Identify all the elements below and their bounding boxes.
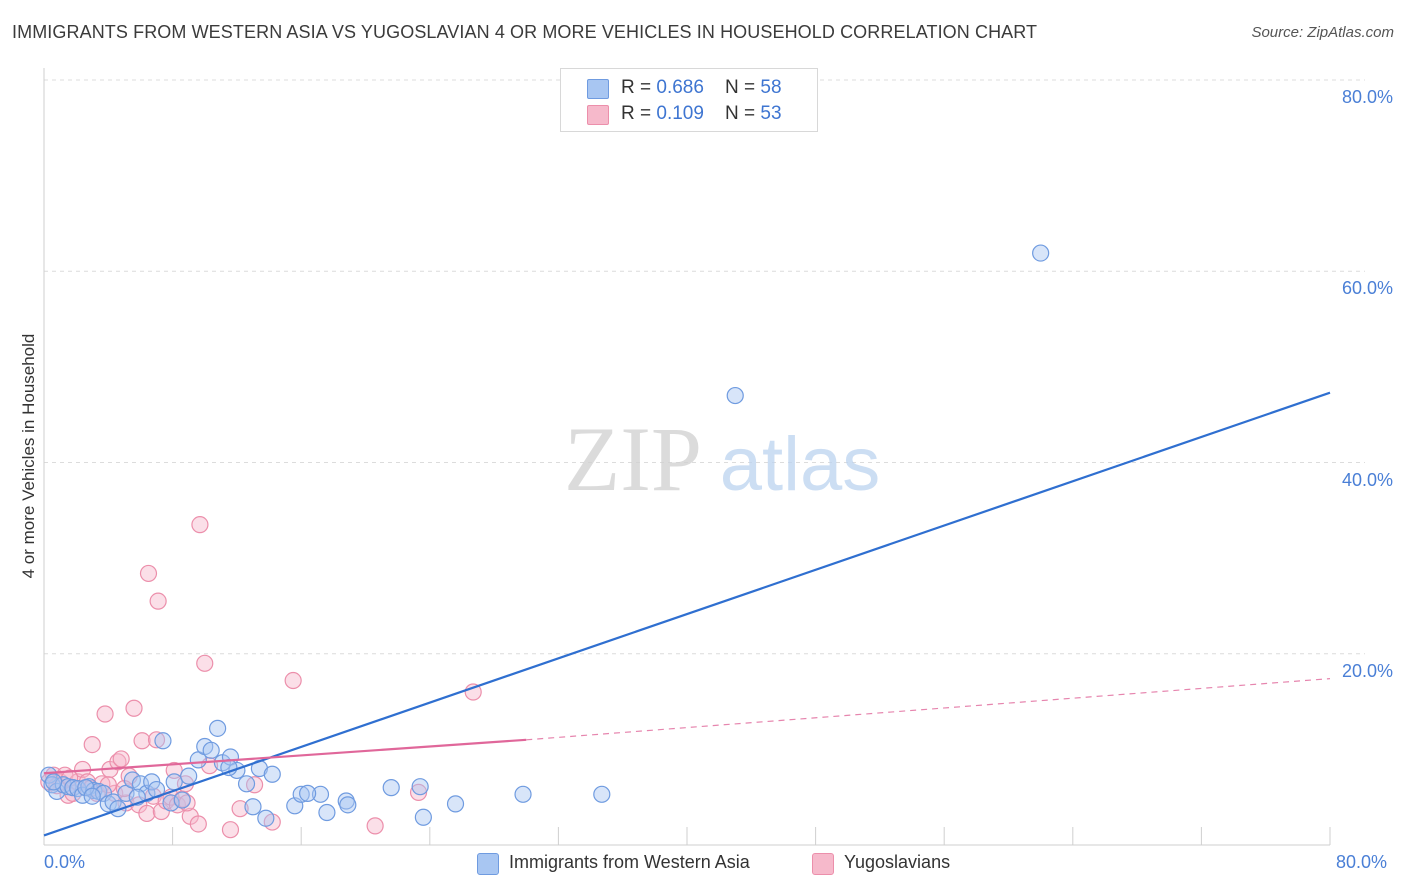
data-point — [382, 779, 400, 797]
data-point — [231, 800, 249, 818]
western-asia-points — [40, 244, 1050, 827]
trend-line-western-asia — [43, 391, 1331, 837]
data-point — [339, 796, 357, 814]
data-point — [77, 779, 95, 797]
blue-swatch — [587, 79, 609, 99]
data-point — [263, 765, 281, 783]
data-point — [149, 592, 167, 610]
watermark-atlas: atlas — [720, 422, 881, 507]
n-label: N = — [725, 77, 761, 98]
data-point — [139, 564, 158, 583]
chart-title: IMMIGRANTS FROM WESTERN ASIA VS YUGOSLAV… — [12, 22, 1038, 42]
data-point — [292, 785, 310, 803]
y-tick-label: 40.0% — [1341, 469, 1393, 490]
data-point — [209, 719, 227, 737]
data-point — [257, 809, 275, 827]
r-label: R = — [621, 77, 657, 98]
data-point — [154, 732, 172, 750]
y-tick-label: 60.0% — [1341, 278, 1393, 299]
data-point — [83, 735, 101, 754]
pink-swatch — [587, 105, 609, 125]
data-point — [318, 803, 336, 822]
y-tick-label: 20.0% — [1341, 660, 1393, 681]
data-point — [112, 750, 130, 768]
data-point — [109, 800, 127, 818]
trend-line-yugoslavians — [43, 738, 527, 775]
x-tick-max: 80.0% — [1336, 852, 1388, 872]
data-point — [133, 732, 151, 750]
data-point — [45, 773, 63, 791]
data-point — [83, 787, 101, 805]
data-point — [593, 785, 611, 803]
data-point — [125, 699, 143, 717]
data-point — [123, 771, 142, 789]
y-tick-label: 80.0% — [1341, 87, 1393, 107]
data-point — [366, 817, 384, 835]
n-value: 58 — [760, 77, 782, 98]
data-point — [411, 778, 429, 796]
data-point — [284, 671, 302, 690]
data-point — [180, 767, 198, 785]
r-label: R = — [621, 103, 657, 124]
data-point — [96, 705, 114, 723]
x-tick-min: 0.0% — [44, 852, 86, 872]
trend-line-yugoslavians-extension — [526, 678, 1331, 741]
data-point — [244, 798, 262, 816]
data-point — [237, 775, 256, 793]
data-point — [99, 776, 117, 794]
blue-swatch — [477, 853, 499, 875]
r-value: 0.686 — [656, 77, 704, 98]
data-point — [94, 784, 113, 802]
legend-label: Immigrants from Western Asia — [509, 852, 750, 872]
data-point — [152, 802, 170, 821]
watermark-zip: ZIP — [564, 408, 702, 510]
r-value: 0.109 — [656, 103, 704, 124]
data-point — [162, 794, 180, 812]
legend-label: Yugoslavians — [844, 852, 951, 872]
data-point — [196, 654, 214, 672]
data-point — [514, 785, 532, 803]
data-point — [109, 753, 127, 771]
data-point — [311, 785, 330, 803]
data-point — [1032, 244, 1050, 262]
data-point — [414, 808, 432, 826]
data-point — [189, 815, 207, 833]
source-credit: Source: ZipAtlas.com — [1251, 24, 1394, 41]
correlation-legend: R = 0.686 N = 58 R = 0.109 N = 53 — [560, 68, 818, 132]
data-point — [138, 804, 156, 823]
data-point — [147, 731, 166, 749]
trend-lines — [43, 391, 1331, 837]
data-point — [221, 821, 240, 839]
n-label: N = — [725, 103, 761, 124]
gridlines — [43, 68, 1365, 846]
data-point — [726, 386, 744, 405]
pink-swatch — [812, 853, 834, 875]
n-value: 53 — [760, 103, 782, 124]
data-point — [165, 773, 183, 791]
data-point — [299, 784, 317, 802]
data-point — [173, 791, 191, 809]
data-point — [446, 795, 465, 813]
data-point — [202, 741, 220, 759]
watermark: ZIP atlas — [564, 408, 880, 510]
data-point — [48, 782, 66, 801]
data-point — [191, 516, 209, 534]
